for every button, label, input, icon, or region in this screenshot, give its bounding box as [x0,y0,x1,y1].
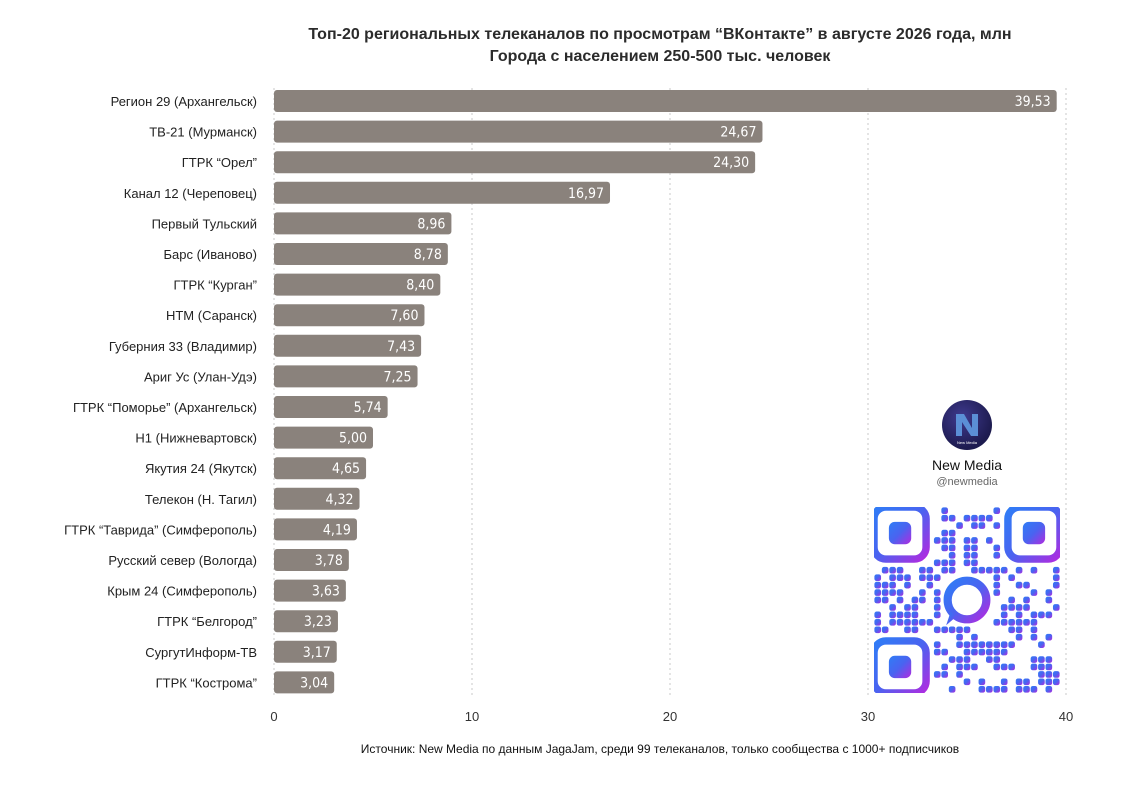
category-label: Губерния 33 (Владимир) [109,339,257,354]
value-label: 5,00 [339,431,367,447]
bar [274,273,441,296]
category-label: НТМ (Саранск) [166,308,257,323]
bar [274,334,422,357]
bar [274,396,388,418]
category-label: ГТРК “Поморье” (Архангельск) [73,400,257,415]
svg-text:New Media: New Media [957,440,978,445]
bar [274,457,367,480]
bar [274,518,357,541]
x-tick-label: 10 [465,709,479,724]
value-label: 24,67 [720,125,756,141]
category-label: Первый Тульский [152,216,257,231]
chart-subtitle: Города с населением 250-500 тыс. человек [489,48,831,65]
chart-source: Источник: New Media по данным JagaJam, с… [360,742,960,756]
x-tick-label: 0 [270,709,277,724]
value-label: 7,43 [387,339,415,355]
chart-bars [274,90,1057,694]
bar [274,610,338,633]
category-label: ГТРК “Орел” [182,155,257,170]
category-label: Телекон (Н. Тагил) [145,492,257,507]
x-axis-ticks: 0 10 20 30 40 [270,709,1073,724]
category-label: СургутИнформ-ТВ [145,645,257,660]
bar [274,579,346,602]
bar [274,151,756,174]
x-tick-label: 20 [663,709,677,724]
bar [274,304,425,327]
qr-code-icon[interactable] [874,507,1060,693]
category-label: Барс (Иваново) [164,247,258,262]
brand-name: New Media [931,457,1003,473]
value-label: 8,40 [406,278,434,294]
value-label: 7,25 [384,369,412,385]
chart-title: Топ-20 региональных телеканалов по просм… [308,26,1012,43]
value-label: 3,23 [304,614,332,630]
bar [274,90,1057,112]
category-label: Ариг Ус (Улан-Удэ) [144,369,257,384]
value-label: 3,04 [300,675,328,691]
category-label: ТВ-21 (Мурманск) [149,125,257,140]
category-label: ГТРК “Белгород” [157,614,257,629]
bar [274,549,349,571]
value-label: 7,60 [390,308,418,324]
value-label: 5,74 [354,400,382,416]
category-label: Н1 (Нижневартовск) [135,431,257,446]
value-label: 3,63 [312,584,340,600]
brand-handle: @newmedia [936,476,998,488]
bar [274,487,360,510]
x-tick-label: 40 [1059,709,1073,724]
bar [274,120,763,143]
value-label: 24,30 [713,155,749,171]
bar [274,426,373,449]
value-label: 4,65 [332,461,360,477]
value-label: 3,17 [303,645,331,661]
bar-chart: Регион 29 (Архангельск) ТВ-21 (Мурманск) Г… [64,88,1073,724]
brand-block: New Media New Media @newmedia [870,400,1064,488]
category-label: Якутия 24 (Якутск) [145,461,257,476]
value-labels: 39,53 24,67 24,30 16,97 8,96 8,78 8,40 7,60 7,43… [300,94,1051,691]
value-label: 8,78 [414,247,442,263]
value-label: 16,97 [568,186,604,202]
value-label: 3,78 [315,553,343,569]
category-label: Крым 24 (Симферополь) [107,584,257,599]
category-label: Русский север (Вологда) [108,553,257,568]
bar [274,212,452,235]
value-label: 39,53 [1015,94,1051,110]
value-label: 4,32 [325,492,353,508]
chart-title-block: Топ-20 региональных телеканалов по просм… [200,24,1120,68]
value-label: 4,19 [323,522,351,538]
bar [274,181,611,204]
bar [274,243,448,265]
bar [274,365,418,388]
category-labels: Регион 29 (Архангельск) ТВ-21 (Мурманск) Г… [64,94,257,690]
new-media-logo-icon: New Media [942,400,992,450]
category-label: ГТРК “Кострома” [156,675,257,690]
bar [274,671,335,694]
bar [274,640,337,663]
category-label: Канал 12 (Череповец) [124,186,257,201]
x-tick-label: 30 [861,709,875,724]
category-label: ГТРК “Курган” [173,278,257,293]
category-label: ГТРК “Таврида” (Симферополь) [64,522,257,537]
category-label: Регион 29 (Архангельск) [111,94,257,109]
value-label: 8,96 [417,216,445,232]
